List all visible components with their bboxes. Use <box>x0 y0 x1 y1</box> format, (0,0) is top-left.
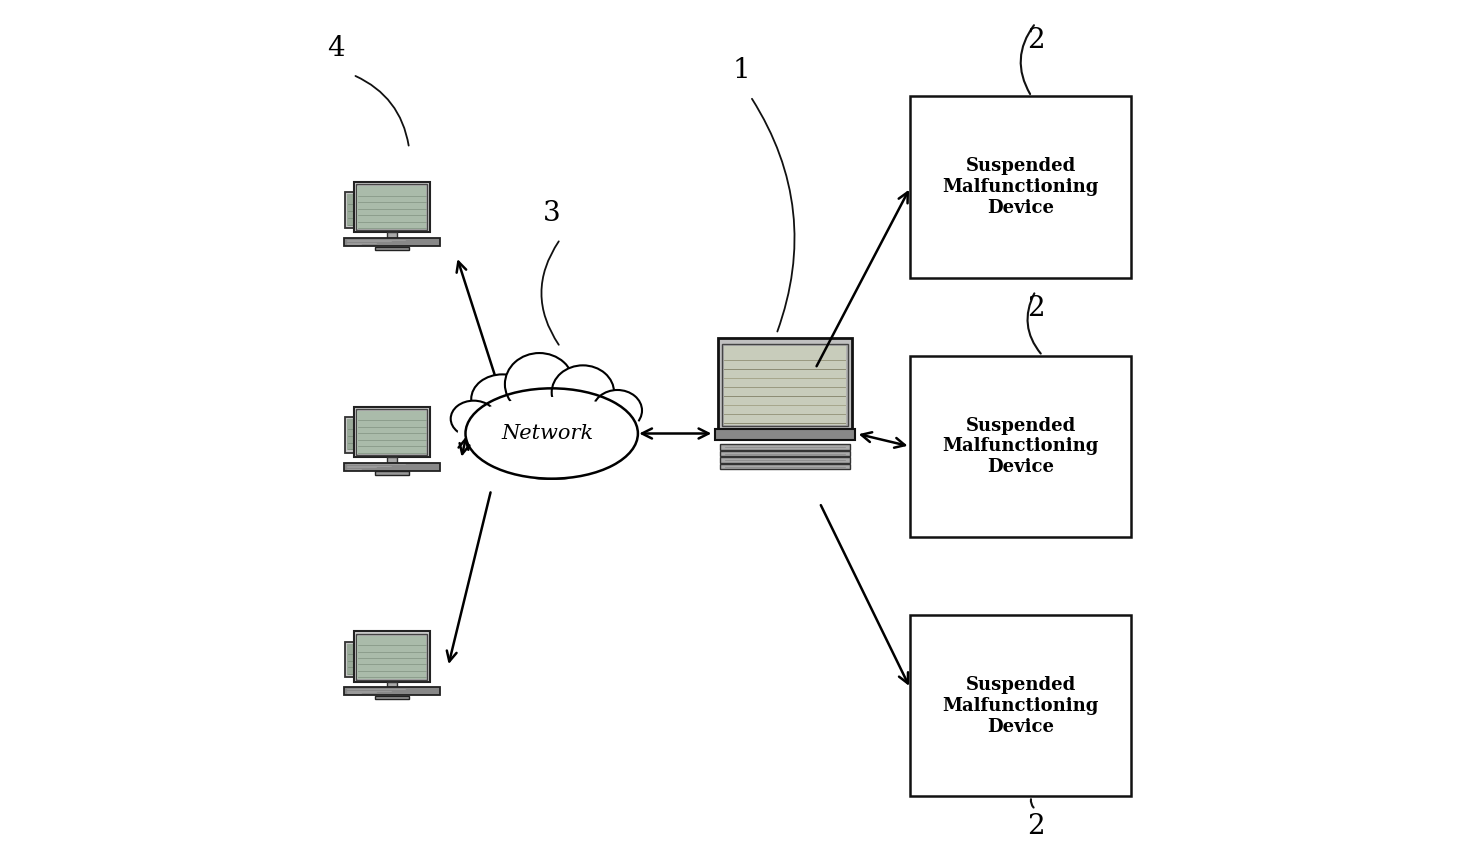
Text: Suspended
Malfunctioning
Device: Suspended Malfunctioning Device <box>943 676 1099 735</box>
Bar <box>457 438 646 479</box>
Bar <box>357 636 426 679</box>
Bar <box>354 631 429 681</box>
Ellipse shape <box>471 375 534 424</box>
Text: 2: 2 <box>1027 27 1044 54</box>
Bar <box>386 681 397 688</box>
Bar <box>910 96 1131 278</box>
Bar <box>354 182 429 232</box>
Text: 2: 2 <box>1027 295 1044 322</box>
Bar <box>344 238 440 246</box>
Bar <box>720 451 850 456</box>
Bar <box>345 642 400 677</box>
Bar <box>910 355 1131 538</box>
Ellipse shape <box>504 353 574 415</box>
Bar <box>386 457 397 463</box>
Bar <box>355 634 428 680</box>
Text: Network: Network <box>502 424 593 443</box>
Bar <box>375 246 409 250</box>
Text: 2: 2 <box>1027 813 1044 840</box>
Text: Suspended
Malfunctioning
Device: Suspended Malfunctioning Device <box>943 158 1099 217</box>
Ellipse shape <box>466 388 637 479</box>
Ellipse shape <box>451 401 497 437</box>
Ellipse shape <box>593 390 642 431</box>
Ellipse shape <box>457 397 646 479</box>
Text: 4: 4 <box>327 36 345 62</box>
Bar <box>386 232 397 238</box>
Bar <box>375 472 409 474</box>
Bar <box>357 186 426 229</box>
Bar <box>720 464 850 469</box>
Bar <box>354 407 429 457</box>
Bar <box>723 343 848 426</box>
Bar <box>720 444 850 450</box>
Text: Suspended
Malfunctioning
Device: Suspended Malfunctioning Device <box>943 417 1099 476</box>
Bar <box>355 184 428 231</box>
Bar <box>910 615 1131 797</box>
Bar <box>375 696 409 700</box>
Ellipse shape <box>552 365 614 420</box>
Bar <box>344 463 440 471</box>
Bar <box>348 644 398 675</box>
Bar <box>348 194 398 225</box>
Bar <box>348 419 398 451</box>
Bar <box>345 417 400 453</box>
Bar <box>355 409 428 455</box>
Bar <box>357 411 426 453</box>
Bar <box>345 192 400 228</box>
Text: 1: 1 <box>733 57 751 84</box>
Bar <box>718 338 853 429</box>
Bar <box>720 457 850 463</box>
Bar <box>344 688 440 695</box>
Bar <box>724 346 847 425</box>
Bar <box>715 429 856 440</box>
Text: 3: 3 <box>543 199 560 226</box>
